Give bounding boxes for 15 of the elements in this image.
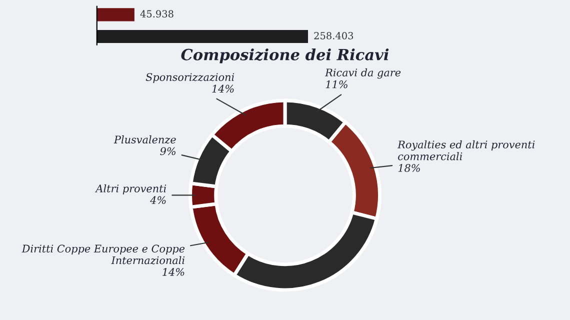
slice-label: Sponsorizzazioni (146, 73, 234, 83)
data-label: 4% (150, 196, 166, 204)
data-label: 18% (398, 164, 420, 172)
chart-title: Composizione dei Ricavi (181, 48, 389, 64)
data-label: 258.403 (314, 32, 354, 40)
data-label: 9% (160, 147, 176, 156)
slice-label: Plusvalenze (114, 135, 176, 144)
data-label: 14% (212, 84, 234, 93)
slice-label: Diritti Coppe Europee e Coppe Internazionali (22, 244, 185, 264)
slice-label: Ricavi da gare (324, 68, 401, 79)
data-label: 11% (326, 80, 348, 88)
data-label: 14% (162, 268, 184, 276)
data-label: 45.938 (140, 10, 174, 18)
slice-label: Altri proventi (94, 184, 166, 194)
slice-label: Royalties ed altri proventi commerciali (397, 140, 535, 160)
